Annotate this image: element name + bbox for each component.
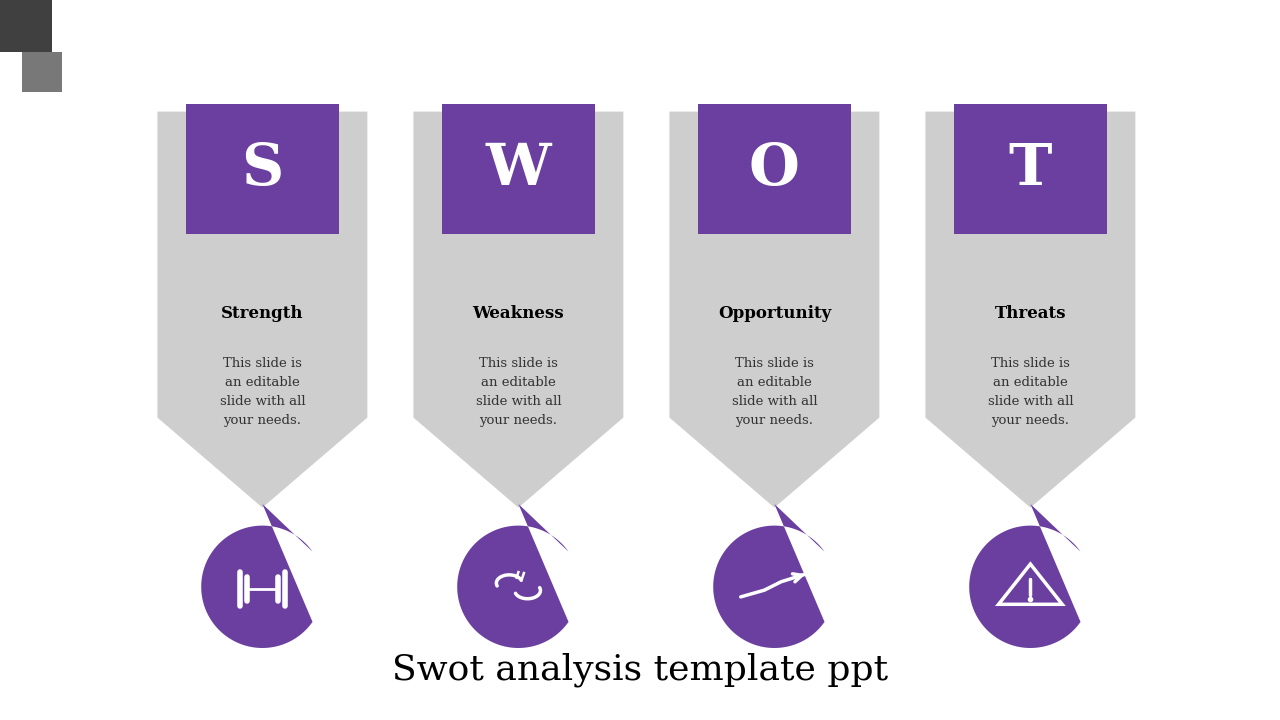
Text: Swot analysis template ppt: Swot analysis template ppt [392, 652, 888, 687]
Text: Opportunity: Opportunity [718, 305, 831, 322]
Polygon shape [954, 104, 1107, 234]
Text: S: S [241, 141, 284, 197]
Text: W: W [485, 141, 552, 197]
Polygon shape [157, 112, 367, 508]
Text: Strength: Strength [221, 305, 303, 322]
Polygon shape [413, 112, 623, 508]
Polygon shape [186, 104, 339, 234]
Polygon shape [669, 112, 879, 508]
Text: This slide is
an editable
slide with all
your needs.: This slide is an editable slide with all… [220, 357, 305, 428]
Text: Threats: Threats [995, 305, 1066, 322]
Polygon shape [442, 104, 595, 234]
Polygon shape [705, 112, 859, 242]
Polygon shape [969, 504, 1080, 648]
Text: This slide is
an editable
slide with all
your needs.: This slide is an editable slide with all… [988, 357, 1073, 428]
Text: O: O [749, 141, 800, 197]
Bar [22, 52, 61, 92]
Polygon shape [193, 112, 347, 242]
Polygon shape [698, 104, 851, 234]
Text: This slide is
an editable
slide with all
your needs.: This slide is an editable slide with all… [732, 357, 817, 428]
Polygon shape [961, 112, 1115, 242]
Text: Weakness: Weakness [472, 305, 564, 322]
Polygon shape [713, 504, 824, 648]
Text: This slide is
an editable
slide with all
your needs.: This slide is an editable slide with all… [476, 357, 561, 428]
Polygon shape [201, 504, 312, 648]
Text: T: T [1009, 141, 1052, 197]
Polygon shape [925, 112, 1135, 508]
Bar [0, 0, 52, 52]
Polygon shape [457, 504, 568, 648]
Polygon shape [449, 112, 603, 242]
